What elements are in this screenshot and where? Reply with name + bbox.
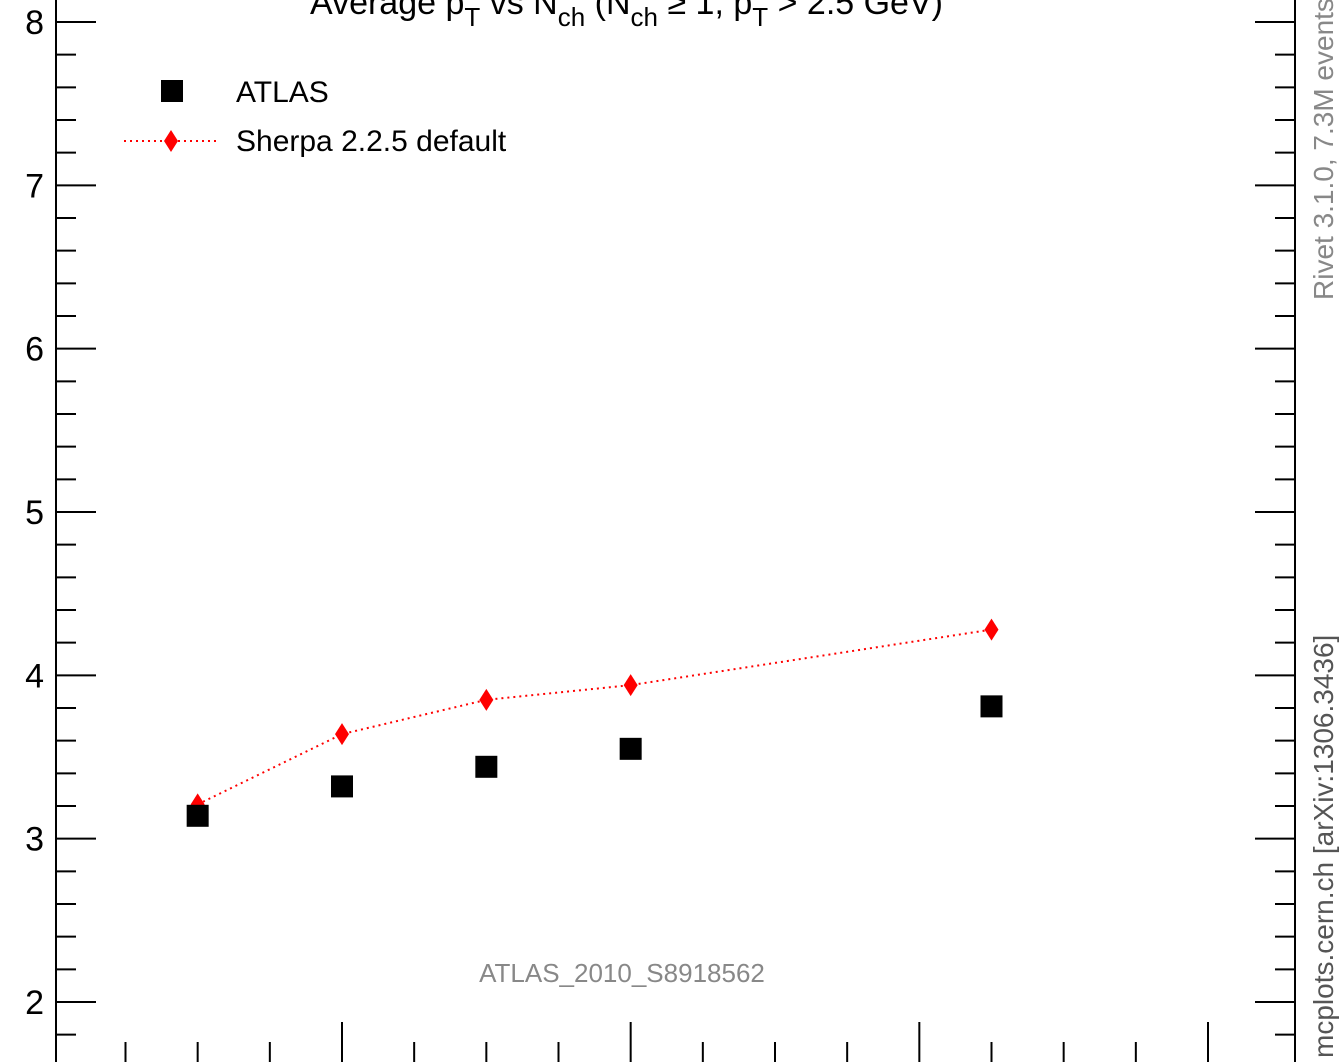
title-sub-1: T	[464, 2, 480, 32]
y-tick-label: 2	[25, 984, 44, 1022]
legend-atlas-marker	[161, 80, 183, 102]
title-sub-3: ch	[631, 2, 658, 32]
y-tick-label: 3	[25, 821, 44, 859]
sherpa-point	[984, 618, 999, 641]
y-axis-tick-labels: 2 3 4 5 6 7 8	[25, 4, 44, 1022]
legend: ATLAS Sherpa 2.2.5 default	[124, 76, 507, 158]
series-sherpa	[190, 618, 999, 816]
sherpa-point	[479, 688, 494, 711]
legend-sherpa-label: Sherpa 2.2.5 default	[236, 125, 507, 158]
y-tick-label: 4	[25, 657, 44, 695]
chart-title: Average pT vs Nch (Nch ≥ 1, pT > 2.5 GeV…	[310, 0, 943, 32]
title-sub-2: ch	[558, 2, 585, 32]
atlas-point	[186, 804, 209, 827]
title-part-3: (N	[585, 0, 630, 22]
title-part-5: > 2.5 GeV)	[768, 0, 943, 22]
atlas-point	[331, 775, 353, 798]
atlas-point	[980, 695, 1003, 718]
title-part-4: ≥ 1, p	[658, 0, 752, 22]
title-sub-4: T	[752, 2, 768, 32]
y-tick-label: 8	[25, 4, 44, 42]
sherpa-line	[197, 628, 992, 806]
y-tick-label: 7	[25, 167, 44, 205]
atlas-point	[619, 737, 642, 760]
x-axis-ticks	[124, 1022, 1209, 1062]
sherpa-point	[335, 723, 349, 746]
sherpa-point	[623, 674, 638, 697]
title-part-2: vs N	[480, 0, 557, 22]
title-part-1: Average p	[310, 0, 464, 22]
legend-atlas-label: ATLAS	[236, 76, 329, 109]
y-tick-label: 5	[25, 494, 44, 532]
analysis-label: ATLAS_2010_S8918562	[479, 958, 765, 988]
rivet-label: Rivet 3.1.0, 7.3M events	[1308, 0, 1339, 300]
y-axis-ticks	[56, 21, 1295, 1036]
series-atlas	[186, 695, 1003, 827]
mcplots-label: mcplots.cern.ch [arXiv:1306.3436]	[1308, 635, 1339, 1058]
y-tick-label: 6	[25, 331, 44, 369]
legend-sherpa-marker	[164, 130, 178, 152]
atlas-point	[475, 755, 498, 778]
